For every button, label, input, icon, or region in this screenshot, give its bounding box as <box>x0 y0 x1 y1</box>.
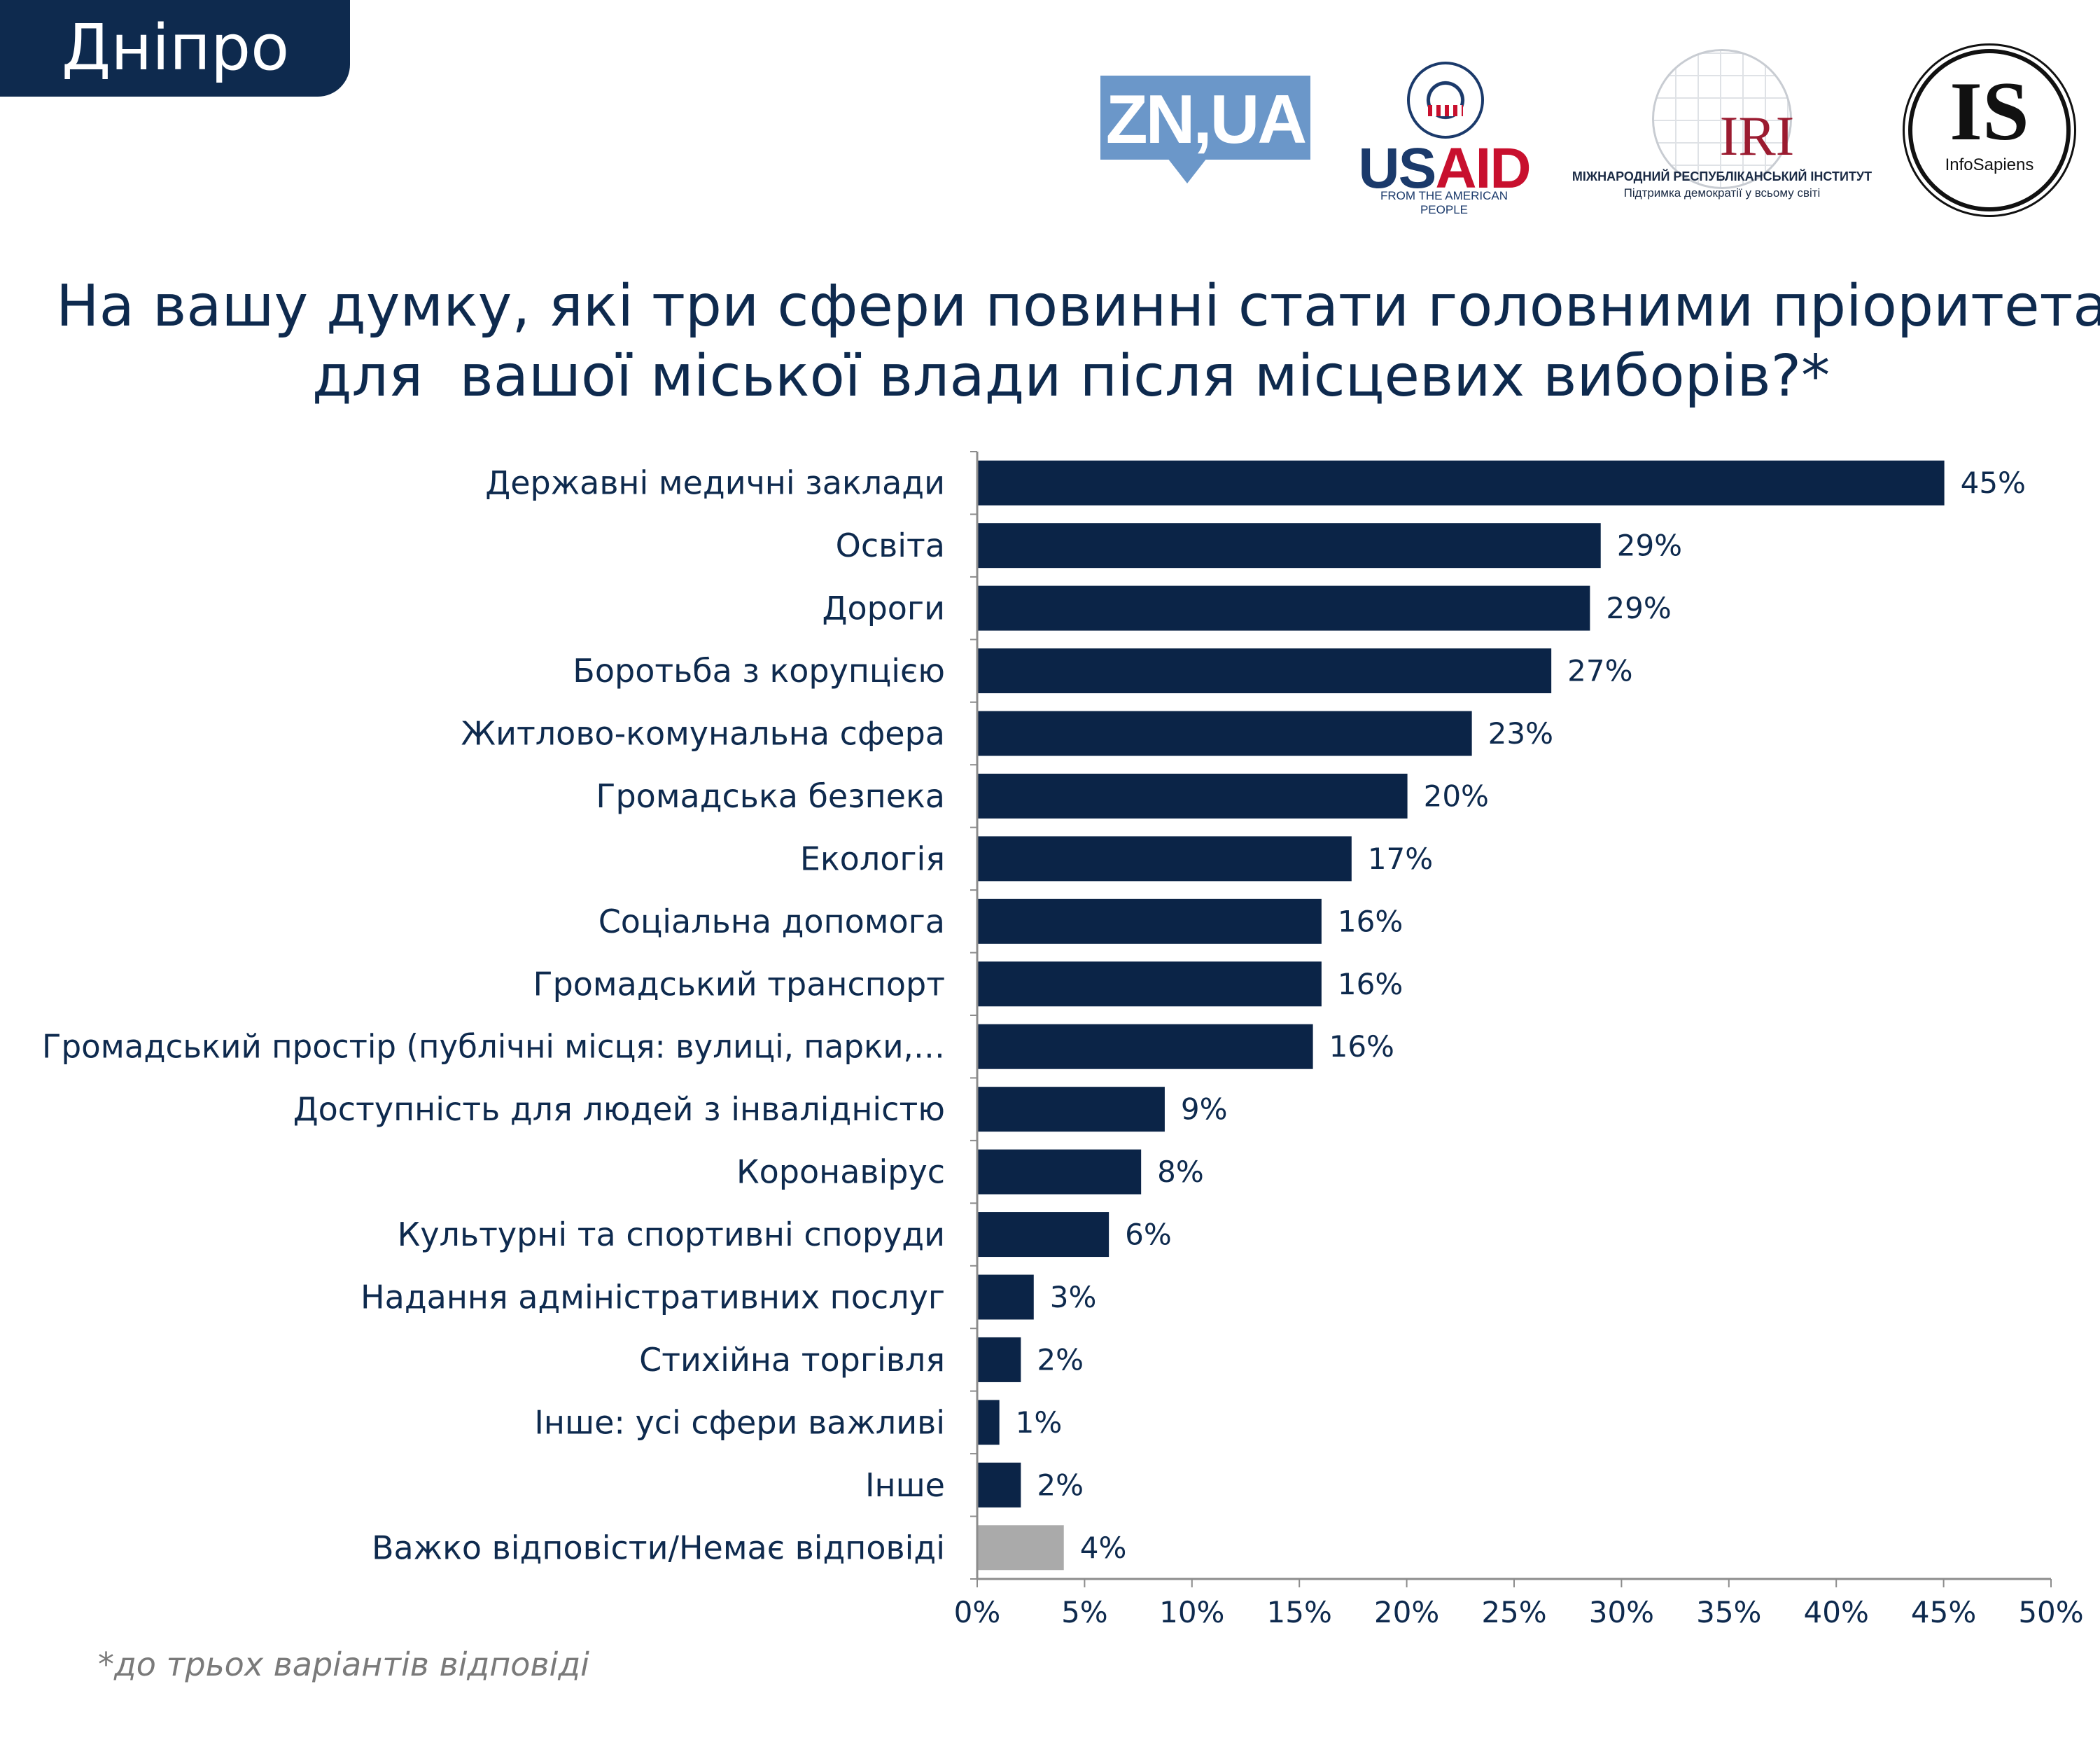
value-label-5: 20% <box>1424 779 1489 813</box>
category-label-0: Державні медичні заклади <box>485 464 945 502</box>
value-label-1: 29% <box>1617 529 1682 563</box>
infosapiens-letters: IS <box>1949 64 2029 158</box>
bar-13 <box>978 1274 1034 1320</box>
value-label-14: 2% <box>1037 1342 1084 1377</box>
zn-ua-logo: ZN,UA <box>1100 76 1310 183</box>
chart-title-line-2: для вашої міської влади після місцевих в… <box>312 343 1830 410</box>
bar-8 <box>978 961 1322 1007</box>
bar-4 <box>978 711 1472 756</box>
category-label-17: Важко відповісти/Немає відповіді <box>372 1529 945 1566</box>
city-name: Дніпро <box>62 11 290 85</box>
bar-9 <box>978 1024 1313 1069</box>
chart-title: На вашу думку, які три сфери повинні ста… <box>56 272 2100 412</box>
value-label-12: 6% <box>1125 1218 1172 1252</box>
x-tick-label-6: 30% <box>1589 1595 1654 1629</box>
footnote: *до трьох варіантів відповіді <box>98 1645 589 1683</box>
iri-logo: IRI <box>1719 106 1795 167</box>
category-label-6: Екологія <box>800 840 945 877</box>
usaid-logo-aid: AID <box>1435 137 1531 200</box>
category-label-7: Соціальна допомога <box>598 903 945 940</box>
category-label-16: Інше <box>865 1466 945 1504</box>
value-label-15: 1% <box>1016 1405 1063 1440</box>
x-tick-label-8: 40% <box>1804 1595 1869 1629</box>
x-tick-label-5: 25% <box>1481 1595 1546 1629</box>
value-label-7: 16% <box>1338 904 1403 938</box>
category-label-13: Надання адміністративних послуг <box>360 1279 945 1316</box>
bar-0 <box>978 460 1945 506</box>
category-label-9: Громадський простір (публічні місця: вул… <box>42 1028 945 1066</box>
x-tick-label-1: 5% <box>1061 1595 1108 1629</box>
city-tab: Дніпро <box>0 0 350 97</box>
x-tick-label-2: 10% <box>1159 1595 1224 1629</box>
value-label-10: 9% <box>1181 1092 1228 1127</box>
bar-6 <box>978 836 1352 882</box>
value-label-9: 16% <box>1329 1029 1394 1064</box>
bar-14 <box>978 1337 1021 1382</box>
category-label-3: Боротьба з корупцією <box>573 652 945 690</box>
x-tick-label-10: 50% <box>2018 1595 2083 1629</box>
bar-10 <box>978 1087 1165 1132</box>
x-tick-label-4: 20% <box>1374 1595 1439 1629</box>
usaid-logo-us: US <box>1358 137 1436 200</box>
usaid-seal-icon <box>1407 62 1484 139</box>
zn-ua-logo-text: ZN,UA <box>1105 81 1307 158</box>
bar-5 <box>978 773 1408 819</box>
bar-17 <box>978 1525 1064 1571</box>
bar-1 <box>978 523 1601 569</box>
speech-bubble-tail-icon <box>1168 158 1207 183</box>
category-label-4: Житлово-комунальна сфера <box>461 715 945 753</box>
x-tick-label-7: 35% <box>1696 1595 1761 1629</box>
x-tick-label-0: 0% <box>954 1595 1001 1629</box>
bar-2 <box>978 585 1590 631</box>
bar-12 <box>978 1212 1110 1258</box>
x-tick-label-3: 15% <box>1267 1595 1332 1629</box>
chart-title-line-1: На вашу думку, які три сфери повинні ста… <box>56 273 2100 340</box>
value-label-0: 45% <box>1961 466 2026 500</box>
value-label-2: 29% <box>1606 591 1671 625</box>
value-label-11: 8% <box>1157 1155 1204 1189</box>
bar-16 <box>978 1462 1021 1508</box>
iri-tagline: Підтримка демократії у всьому світі <box>1623 186 1821 200</box>
iri-name: МІЖНАРОДНИЙ РЕСПУБЛІКАНСЬКИЙ ІНСТИТУТ <box>1572 169 1872 183</box>
value-label-4: 23% <box>1488 716 1553 751</box>
x-tick-label-9: 45% <box>1911 1595 1976 1629</box>
category-label-10: Доступність для людей з інвалідністю <box>293 1090 945 1128</box>
value-label-3: 27% <box>1567 654 1632 688</box>
value-label-8: 16% <box>1338 967 1403 1001</box>
value-label-13: 3% <box>1050 1280 1097 1314</box>
category-label-5: Громадська безпека <box>596 777 945 815</box>
bar-7 <box>978 898 1322 944</box>
category-label-14: Стихійна торгівля <box>639 1341 945 1379</box>
category-label-8: Громадський транспорт <box>533 965 945 1003</box>
category-label-1: Освіта <box>836 527 945 564</box>
category-label-12: Культурні та спортивні споруди <box>398 1216 945 1253</box>
usaid-tagline: FROM THE AMERICAN PEOPLE <box>1380 189 1508 216</box>
infosapiens-logo: IS InfoSapiens <box>1903 43 2076 217</box>
category-label-15: Інше: усі сфери важливі <box>534 1403 945 1441</box>
value-label-17: 4% <box>1080 1531 1127 1565</box>
usaid-logo: USAID <box>1357 137 1532 200</box>
category-label-11: Коронавірус <box>736 1153 945 1191</box>
bar-11 <box>978 1149 1142 1195</box>
value-label-6: 17% <box>1368 842 1433 876</box>
value-label-16: 2% <box>1037 1468 1084 1502</box>
iri-globe-icon <box>1652 49 1792 189</box>
bar-3 <box>978 648 1552 694</box>
bar-15 <box>978 1400 1000 1445</box>
infosapiens-name: InfoSapiens <box>1945 155 2034 174</box>
category-label-2: Дороги <box>822 590 946 627</box>
